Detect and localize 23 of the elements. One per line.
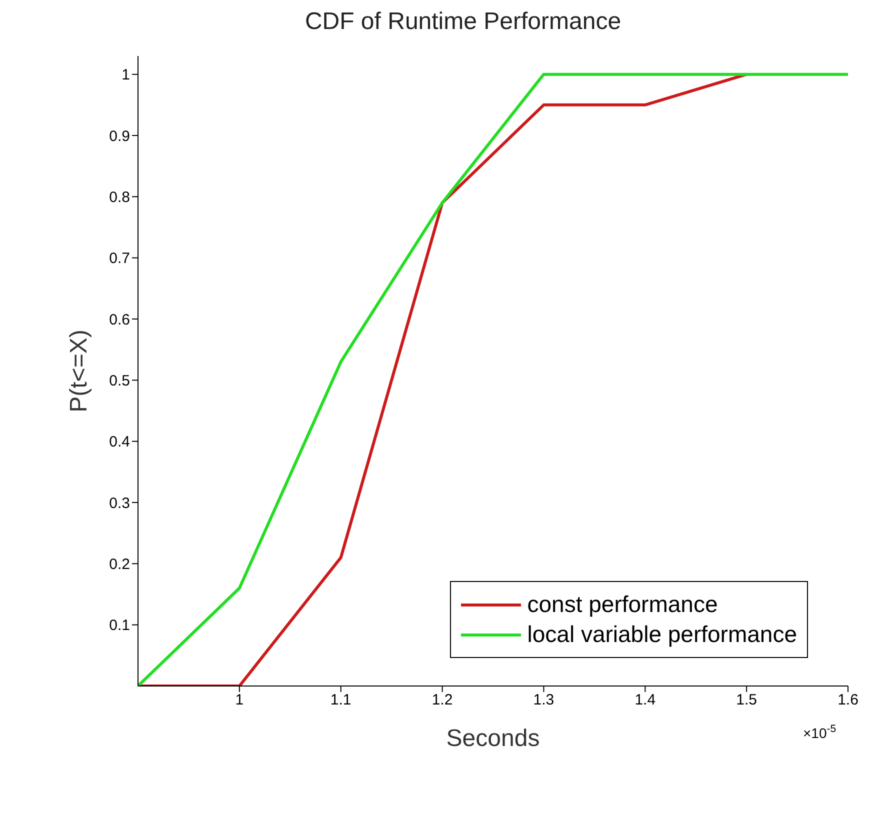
y-tick-label: 0.4	[109, 434, 130, 451]
text: ×10$^{-5}$	[803, 723, 836, 741]
y-tick-label: 0.9	[109, 128, 130, 145]
y-axis-title: P(t<=X)	[66, 330, 93, 412]
x-axis-title: Seconds	[446, 725, 540, 752]
y-tick-label: 0.8	[109, 189, 130, 206]
y-tick-label: 0.5	[109, 372, 130, 390]
x-tick-label: 1.3	[533, 692, 554, 709]
y-tick-label: 0.2	[109, 556, 130, 573]
y-tick-label: 0.6	[109, 311, 130, 328]
x-tick-label: 1	[235, 692, 244, 709]
legend-label: const performance	[527, 591, 718, 618]
y-tick-label: 1	[122, 66, 130, 84]
chart-title: CDF of Runtime Performance	[304, 8, 622, 36]
x-tick-label: 1.2	[432, 692, 453, 709]
y-tick-label: 0.7	[109, 250, 130, 268]
legend-label: local variable performance	[527, 621, 797, 648]
x-tick-label: 1.1	[330, 692, 352, 709]
x-tick-label: 1.4	[634, 692, 656, 709]
y-tick-label: 0.1	[109, 617, 130, 634]
y-tick-label: 0.3	[109, 494, 130, 512]
x-tick-label: 1.5	[736, 692, 757, 709]
x-tick-label: 1.6	[838, 692, 858, 709]
